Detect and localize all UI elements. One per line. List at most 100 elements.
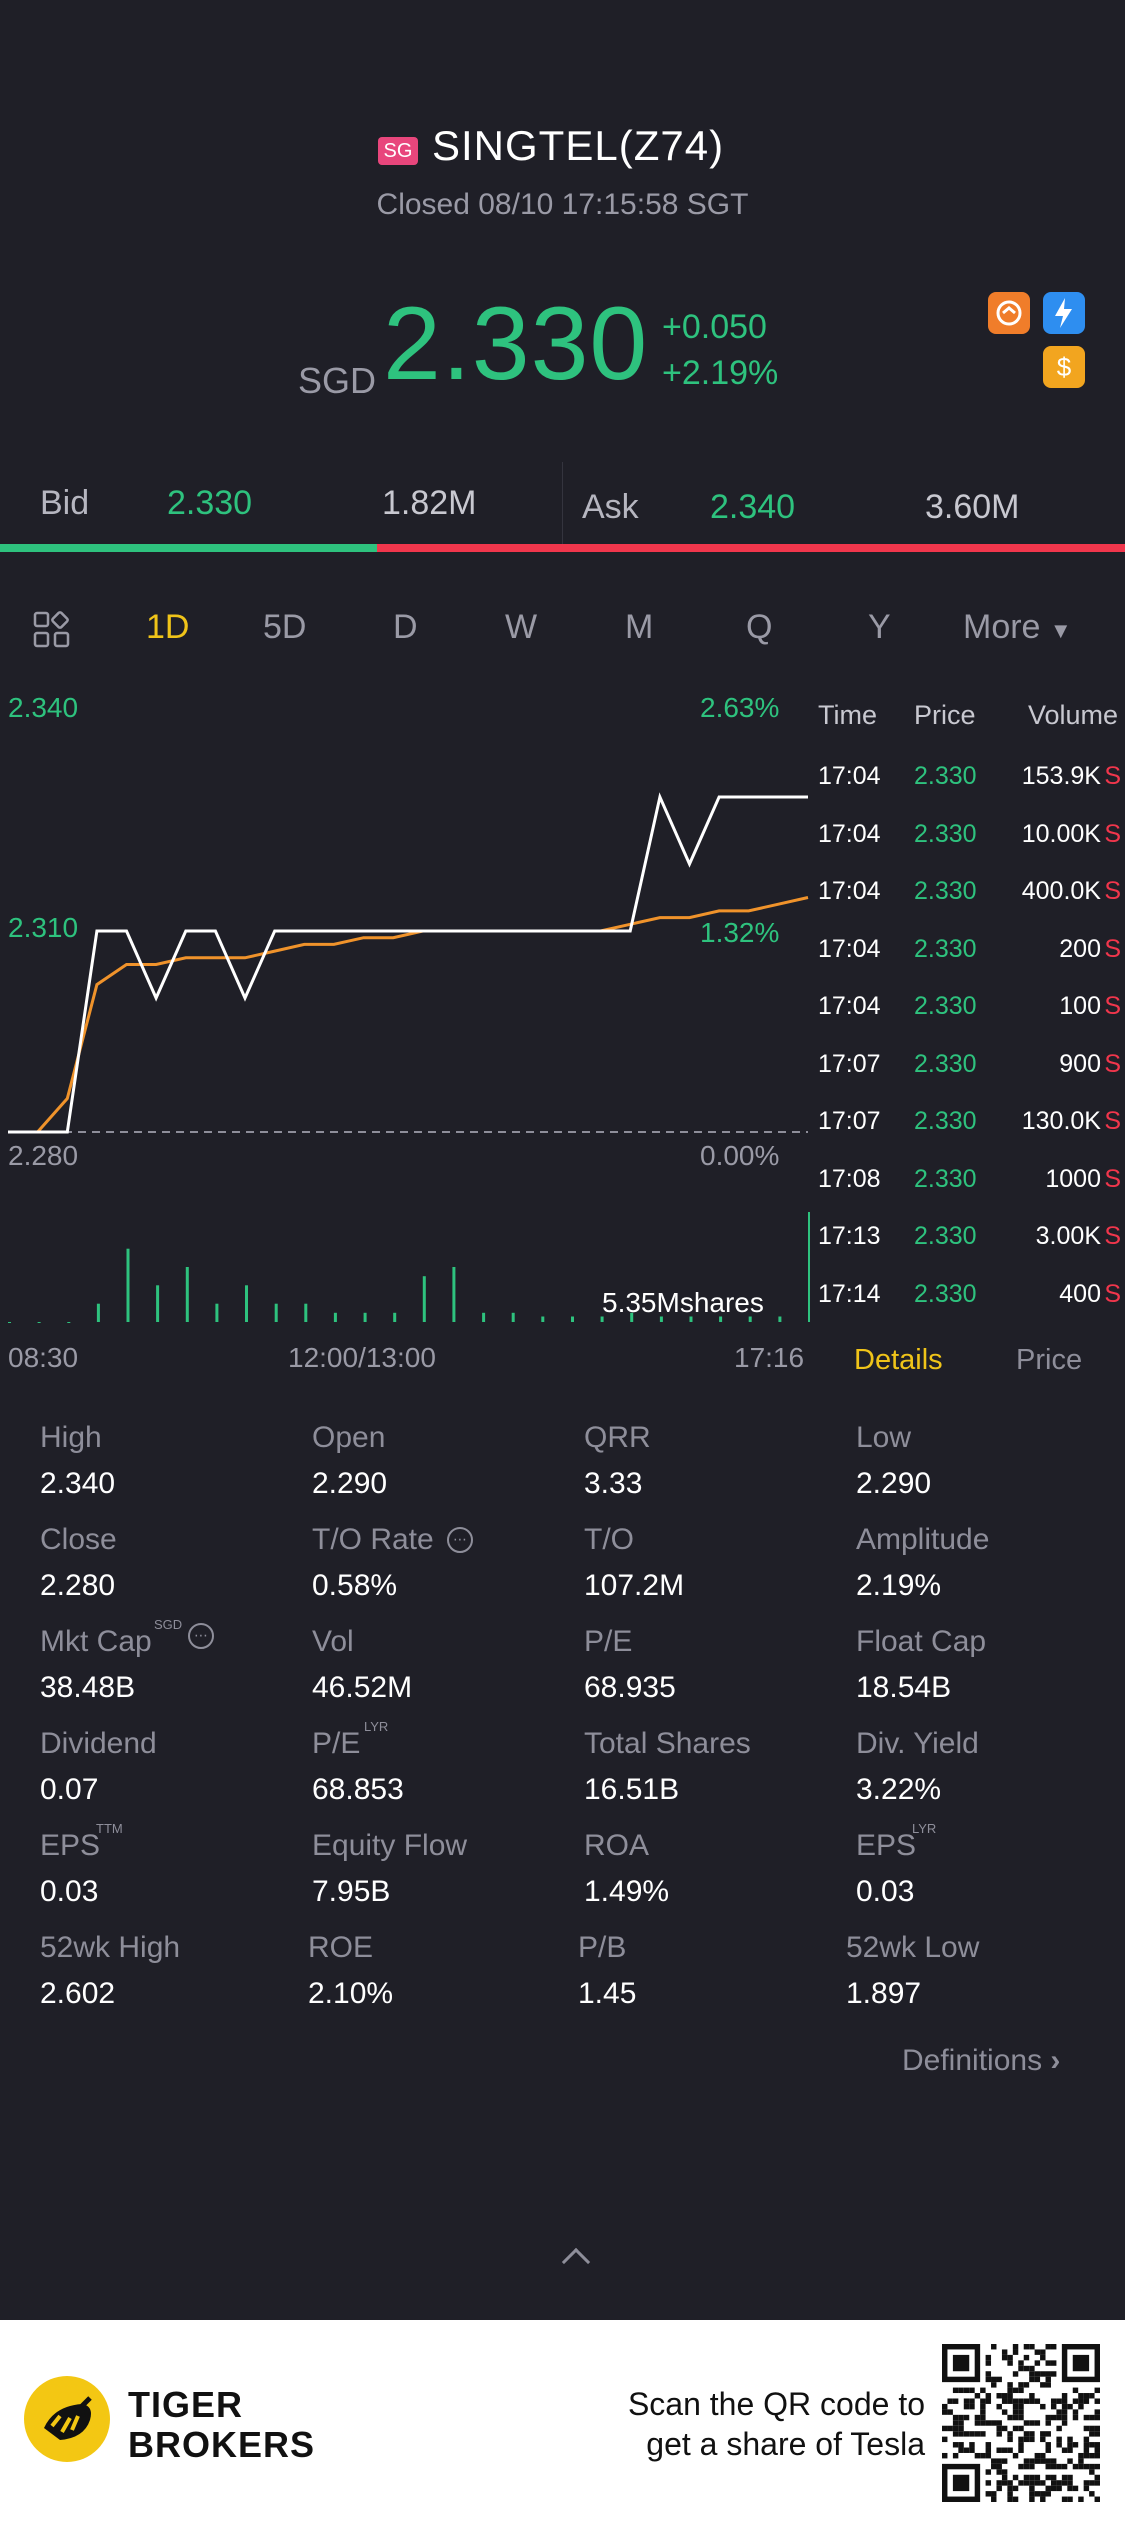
dollar-icon[interactable]: $	[1043, 346, 1085, 388]
volume-bar	[689, 1316, 693, 1322]
stat-value: 2.280	[40, 1569, 116, 1602]
stat-pb: P/B 1.45	[578, 1931, 838, 2031]
stat-52wk-high: 52wk High 2.602	[40, 1931, 300, 2031]
stat-value: 0.03	[40, 1875, 99, 1908]
tab-w[interactable]: W	[505, 608, 538, 646]
volume-bar	[482, 1312, 486, 1322]
tab-q[interactable]: Q	[746, 608, 773, 646]
scan-text-line2: get a share of Tesla	[646, 2426, 925, 2462]
stat-label: EPS	[856, 1829, 917, 1862]
stat-value: 107.2M	[584, 1569, 685, 1602]
volume-bar	[659, 1316, 663, 1322]
grid-layout-icon[interactable]	[32, 610, 72, 650]
volume-bar	[185, 1267, 189, 1322]
tab-d[interactable]: D	[393, 608, 418, 646]
stat-label: Equity Flow	[312, 1829, 468, 1862]
volume-bar	[96, 1303, 100, 1322]
definitions-link[interactable]: Definitions ›	[902, 2044, 1060, 2078]
stat-value: 3.33	[584, 1467, 643, 1500]
stat-value: 2.290	[856, 1467, 932, 1500]
period-tabs: 1D 5D D W M Q Y More ▼	[0, 590, 1125, 670]
trade-volume: 400.0K	[1021, 877, 1101, 905]
trade-time: 17:04	[818, 934, 881, 963]
volume-bars	[8, 1212, 811, 1323]
volume-bar	[304, 1303, 308, 1322]
tab-5d[interactable]: 5D	[263, 608, 307, 646]
bid-ask-panel: Bid 2.330 1.82M Ask 2.340 3.60M	[0, 462, 1125, 554]
info-icon[interactable]: ⋯	[188, 1623, 214, 1649]
tab-1d[interactable]: 1D	[146, 608, 190, 646]
trade-row: 17:04 2.330 10.00K S	[810, 820, 1125, 878]
trade-time: 17:13	[818, 1222, 881, 1250]
intraday-chart[interactable]: 2.340 2.310 2.280 2.63% 1.32% 0.00% 5.35…	[0, 680, 811, 1375]
swap-icon[interactable]	[988, 292, 1030, 334]
tab-details[interactable]: Details	[854, 1344, 943, 1376]
trade-time: 17:04	[818, 877, 881, 905]
stat-label: Total Shares	[584, 1727, 751, 1760]
trade-volume: 3.00K	[1035, 1222, 1101, 1250]
stat-value: 2.340	[40, 1467, 116, 1500]
stat-superscript: LYR	[364, 1719, 389, 1734]
volume-bar	[452, 1267, 456, 1322]
volume-bar	[333, 1312, 337, 1322]
trade-price: 2.330	[914, 1049, 977, 1078]
tab-more[interactable]: More ▼	[963, 608, 1072, 647]
last-price: 2.330	[383, 286, 649, 402]
stat-value: 46.52M	[312, 1671, 413, 1704]
stat-label: P/E	[584, 1625, 633, 1658]
trade-side: S	[1104, 1107, 1121, 1135]
stat-label: P/B	[578, 1931, 627, 1964]
volume-bar	[808, 1212, 811, 1322]
trade-volume: 10.00K	[1021, 819, 1101, 848]
volume-bar	[156, 1285, 160, 1322]
trades-header-volume: Volume	[1028, 700, 1119, 730]
stat-div-yield: Div. Yield 3.22%	[856, 1727, 1116, 1827]
trade-row: 17:14 2.330 400 S	[810, 1280, 1125, 1338]
trade-volume: 900	[1059, 1049, 1101, 1078]
tab-m[interactable]: M	[625, 608, 654, 646]
trade-price: 2.330	[914, 934, 977, 963]
flash-alert-icon[interactable]	[1043, 292, 1085, 334]
trade-row: 17:04 2.330 400.0K S	[810, 877, 1125, 935]
promo-footer: TIGER BROKERS Scan the QR code to get a …	[0, 2320, 1125, 2527]
stat-label: Dividend	[40, 1727, 157, 1760]
tab-y[interactable]: Y	[868, 608, 891, 646]
stats-grid: High 2.340 Open 2.290 QRR 3.33 Low 2.290 Clo…	[0, 1405, 1125, 2025]
trade-time: 17:04	[818, 762, 881, 790]
tiger-logo-icon	[24, 2376, 110, 2462]
stat-value: 0.07	[40, 1773, 99, 1806]
market-badge: SG	[378, 137, 418, 165]
stat-value: 2.290	[312, 1467, 388, 1500]
currency-label: SGD	[298, 360, 377, 401]
pct-high-label: 2.63%	[700, 692, 780, 723]
stat-label: ROA	[584, 1829, 650, 1862]
stat-label: 52wk High	[40, 1931, 181, 1964]
y-mid-label: 2.310	[8, 912, 79, 943]
stat-52wk-low: 52wk Low 1.897	[846, 1931, 1106, 2031]
stat-superscript: LYR	[912, 1821, 937, 1836]
stat-to-rate: T/O Rate ⋯ 0.58%	[312, 1523, 572, 1623]
volume-bar	[600, 1316, 604, 1322]
stat-float-cap: Float Cap 18.54B	[856, 1625, 1116, 1725]
scan-text-line1: Scan the QR code to	[627, 2386, 925, 2422]
chevron-up-icon[interactable]	[561, 2247, 591, 2277]
volume-bar	[511, 1312, 515, 1322]
volume-bar	[571, 1316, 574, 1322]
y-low-label: 2.280	[8, 1140, 79, 1171]
trade-side: S	[1104, 1279, 1121, 1308]
trade-row: 17:04 2.330 100 S	[810, 992, 1125, 1050]
trade-time: 17:07	[818, 1107, 881, 1135]
bid-ask-divider	[562, 462, 563, 548]
trades-header-price: Price	[914, 700, 976, 730]
trade-side: S	[1104, 1049, 1121, 1078]
ask-price: 2.340	[710, 488, 796, 526]
ask-size: 3.60M	[925, 488, 1020, 526]
trade-side: S	[1104, 934, 1121, 963]
tab-price[interactable]: Price	[1016, 1344, 1083, 1376]
bid-label: Bid	[40, 484, 90, 522]
stat-value: 68.935	[584, 1671, 676, 1704]
trade-time: 17:04	[818, 819, 881, 848]
info-icon[interactable]: ⋯	[447, 1527, 473, 1553]
trade-price: 2.330	[914, 1222, 977, 1250]
stat-value: 1.897	[846, 1977, 922, 2010]
